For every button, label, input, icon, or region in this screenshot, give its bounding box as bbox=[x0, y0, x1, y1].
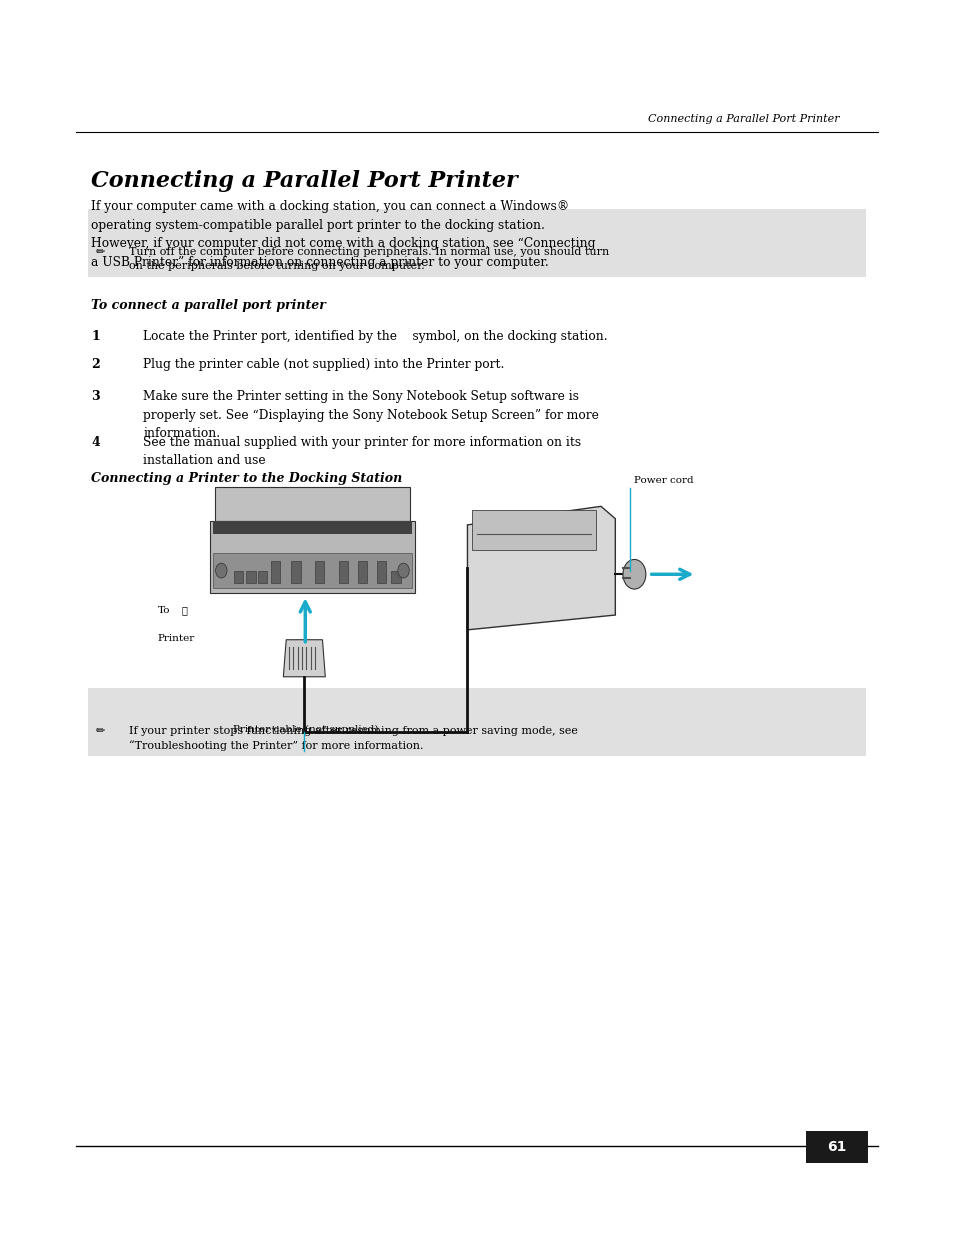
Polygon shape bbox=[283, 640, 325, 677]
Text: 61: 61 bbox=[826, 1140, 845, 1155]
Text: 4: 4 bbox=[91, 436, 100, 450]
FancyBboxPatch shape bbox=[213, 521, 412, 534]
Text: Printer cable (not supplied): Printer cable (not supplied) bbox=[233, 725, 377, 734]
Text: To: To bbox=[157, 606, 170, 615]
FancyBboxPatch shape bbox=[88, 688, 865, 756]
Text: Make sure the Printer setting in the Sony Notebook Setup software is
properly se: Make sure the Printer setting in the Son… bbox=[143, 390, 598, 440]
Text: If your computer came with a docking station, you can connect a Windows®
operati: If your computer came with a docking sta… bbox=[91, 200, 595, 268]
Text: Connecting a Parallel Port Printer: Connecting a Parallel Port Printer bbox=[647, 114, 839, 124]
Text: Turn off the computer before connecting peripherals. In normal use, you should t: Turn off the computer before connecting … bbox=[129, 247, 608, 270]
Text: Plug the printer cable (not supplied) into the Printer port.: Plug the printer cable (not supplied) in… bbox=[143, 358, 504, 372]
Text: To connect a parallel port printer: To connect a parallel port printer bbox=[91, 299, 325, 312]
FancyBboxPatch shape bbox=[314, 561, 324, 583]
Text: Connecting a Parallel Port Printer: Connecting a Parallel Port Printer bbox=[91, 170, 517, 193]
FancyBboxPatch shape bbox=[391, 571, 400, 583]
FancyBboxPatch shape bbox=[233, 571, 243, 583]
Text: Power cord: Power cord bbox=[634, 477, 694, 485]
FancyBboxPatch shape bbox=[257, 571, 267, 583]
Circle shape bbox=[215, 563, 227, 578]
Text: Locate the Printer port, identified by the    symbol, on the docking station.: Locate the Printer port, identified by t… bbox=[143, 330, 607, 343]
Text: Printer: Printer bbox=[157, 634, 194, 642]
Text: See the manual supplied with your printer for more information on its
installati: See the manual supplied with your printe… bbox=[143, 436, 580, 468]
FancyBboxPatch shape bbox=[246, 571, 255, 583]
Text: 2: 2 bbox=[91, 358, 100, 372]
FancyBboxPatch shape bbox=[805, 1131, 867, 1163]
FancyBboxPatch shape bbox=[357, 561, 367, 583]
Text: 3: 3 bbox=[91, 390, 100, 404]
FancyBboxPatch shape bbox=[88, 209, 865, 277]
Text: If your printer stops functioning after resuming from a power saving mode, see
“: If your printer stops functioning after … bbox=[129, 726, 578, 751]
Polygon shape bbox=[467, 506, 615, 630]
FancyBboxPatch shape bbox=[472, 510, 596, 550]
Text: 1: 1 bbox=[91, 330, 100, 343]
FancyBboxPatch shape bbox=[271, 561, 280, 583]
FancyBboxPatch shape bbox=[376, 561, 386, 583]
Circle shape bbox=[622, 559, 645, 589]
Text: Connecting a Printer to the Docking Station: Connecting a Printer to the Docking Stat… bbox=[91, 472, 401, 485]
FancyBboxPatch shape bbox=[213, 553, 412, 588]
FancyBboxPatch shape bbox=[291, 561, 300, 583]
FancyBboxPatch shape bbox=[338, 561, 348, 583]
Text: ✏: ✏ bbox=[95, 247, 105, 257]
FancyBboxPatch shape bbox=[210, 521, 415, 593]
Text: 🖨: 🖨 bbox=[181, 605, 187, 615]
FancyBboxPatch shape bbox=[214, 487, 410, 521]
Circle shape bbox=[397, 563, 409, 578]
Text: ✏: ✏ bbox=[95, 726, 105, 736]
